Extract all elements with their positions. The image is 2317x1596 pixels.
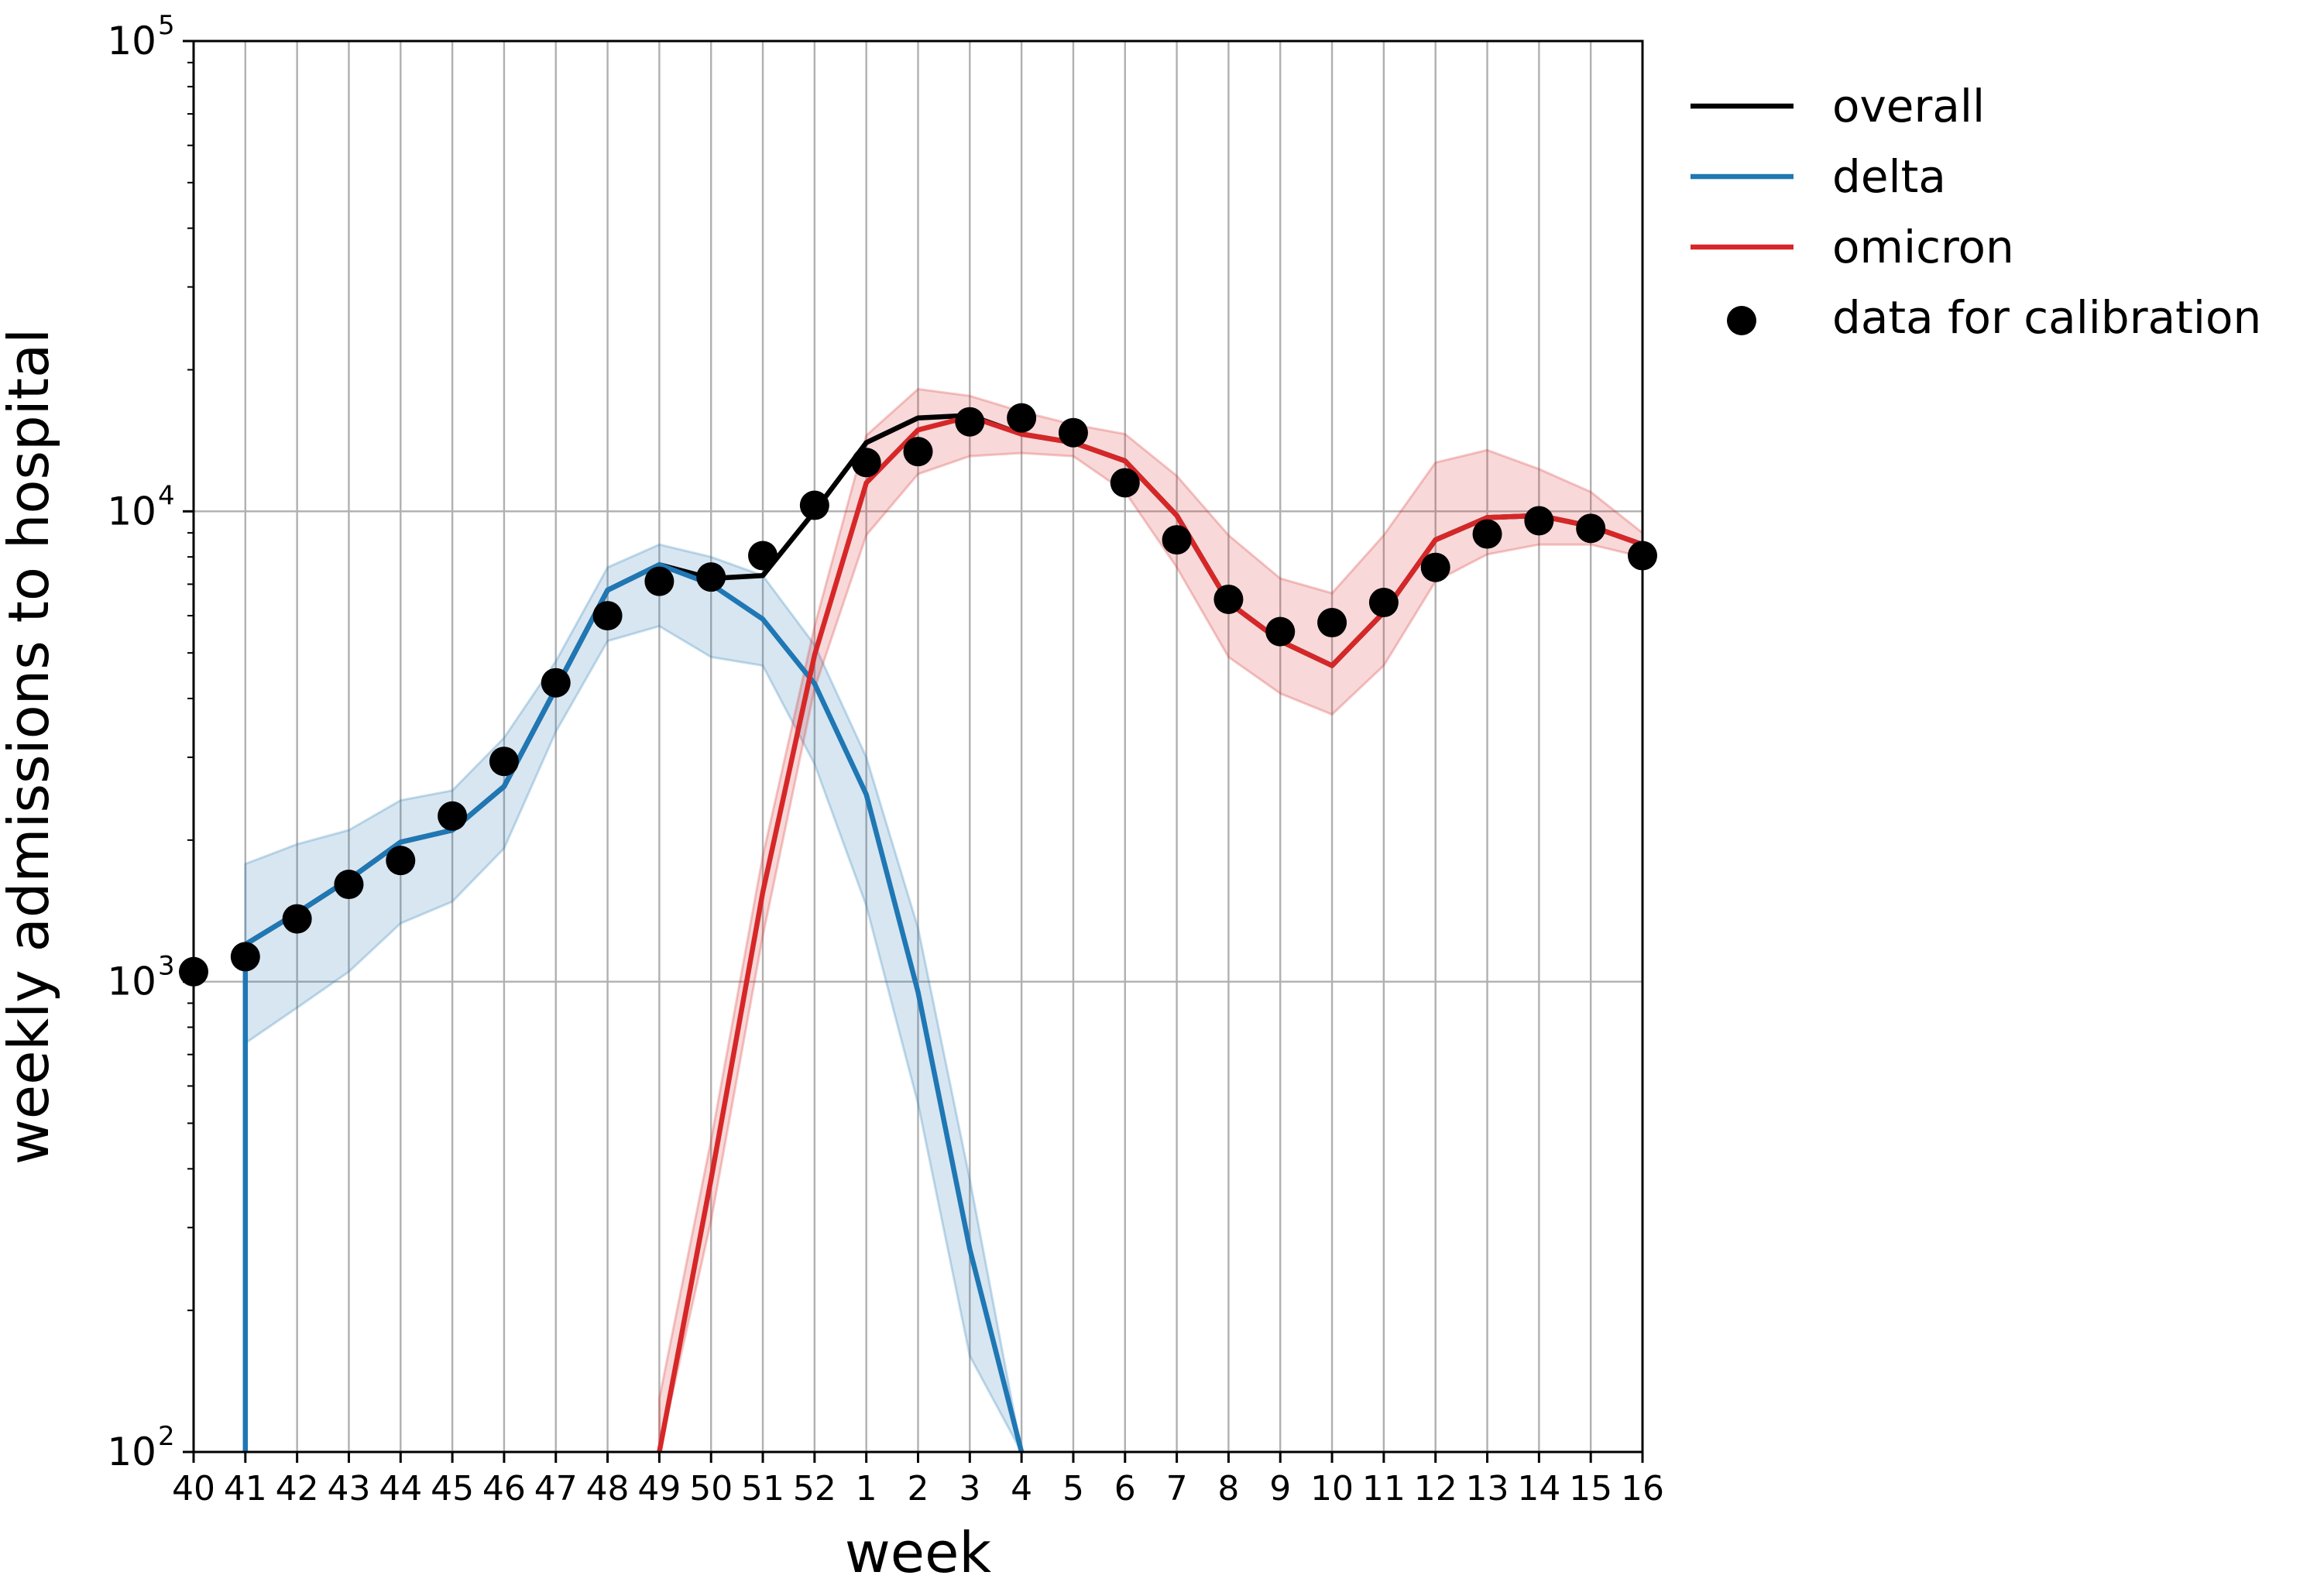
data-point [282, 904, 312, 934]
band-omicron [657, 387, 1644, 1453]
x-axis-title: week [845, 1520, 991, 1585]
legend-item: delta [1691, 150, 1946, 203]
data-point [1472, 519, 1502, 549]
x-tick-label: 41 [224, 1469, 267, 1508]
y-tick-exponent: 2 [158, 1421, 175, 1452]
x-tick-label: 45 [431, 1469, 474, 1508]
data-point [1420, 552, 1450, 582]
data-point [696, 562, 726, 592]
x-tick-label: 3 [959, 1469, 980, 1508]
data-point [541, 668, 571, 698]
grid-layer [192, 39, 1644, 1454]
x-tick-label: 51 [741, 1469, 784, 1508]
band-layer [244, 387, 1644, 1453]
x-tick-label: 7 [1166, 1469, 1188, 1508]
data-point [1368, 588, 1399, 618]
point-layer [179, 403, 1657, 987]
x-tick-label: 11 [1362, 1469, 1406, 1508]
y-tick-exponent: 4 [158, 480, 175, 511]
x-tick-label: 52 [793, 1469, 836, 1508]
series-line-delta [242, 562, 1025, 1452]
legend-label: omicron [1832, 221, 2014, 273]
x-tick-label: 16 [1621, 1469, 1664, 1508]
data-point [851, 448, 881, 478]
data-point [386, 846, 416, 876]
legend-label: overall [1832, 80, 1985, 132]
x-tick-label: 49 [637, 1469, 681, 1508]
legend-marker [1727, 306, 1756, 335]
line-layer [242, 413, 1642, 1452]
y-tick-label: 10 [107, 959, 156, 1004]
data-point [644, 566, 675, 596]
y-tick-label: 10 [107, 19, 156, 63]
y-axis-title: weekly admissions to hospital [0, 328, 61, 1165]
y-tick-label: 10 [107, 489, 156, 534]
legend-item: overall [1691, 80, 1985, 132]
x-tick-label: 10 [1310, 1469, 1354, 1508]
data-point [1110, 468, 1140, 498]
x-tick-label: 14 [1517, 1469, 1560, 1508]
data-point [1576, 513, 1606, 544]
legend-label: delta [1832, 150, 1946, 203]
x-tick-label: 2 [908, 1469, 929, 1508]
x-tick-label: 44 [379, 1469, 422, 1508]
x-tick-label: 5 [1062, 1469, 1084, 1508]
series-line-omicron [657, 414, 1642, 1452]
data-point [1524, 506, 1554, 536]
x-tick-label: 12 [1414, 1469, 1457, 1508]
legend-item: omicron [1691, 221, 2014, 273]
axes-layer: 40 41 42 43 44 45 46 47 48 49 50 51 52 1 2 3 4 5 6 7 8 9 10 11 1… [0, 10, 1664, 1585]
data-point [1058, 417, 1088, 448]
data-point [1265, 616, 1296, 647]
data-point [438, 801, 468, 831]
data-point [1162, 525, 1192, 555]
data-point [334, 870, 364, 900]
legend-label: data for calibration [1832, 291, 2261, 344]
data-point [592, 601, 623, 631]
x-tick-label: 8 [1217, 1469, 1239, 1508]
x-tick-label: 42 [276, 1469, 319, 1508]
data-point [1007, 403, 1037, 433]
data-point [1213, 584, 1244, 614]
band-delta [244, 543, 1023, 1453]
y-tick-exponent: 3 [158, 951, 175, 982]
data-point [799, 490, 829, 520]
x-tick-label: 48 [586, 1469, 630, 1508]
y-tick-exponent: 5 [158, 10, 175, 41]
x-tick-label: 9 [1269, 1469, 1291, 1508]
data-point [903, 437, 933, 467]
x-tick-label: 13 [1466, 1469, 1509, 1508]
x-tick-label: 46 [482, 1469, 526, 1508]
data-point [748, 541, 778, 571]
x-tick-label: 47 [534, 1469, 578, 1508]
x-tick-label: 1 [856, 1469, 877, 1508]
x-tick-label: 4 [1011, 1469, 1032, 1508]
x-tick-label: 15 [1569, 1469, 1612, 1508]
data-point [955, 407, 985, 437]
legend-item: data for calibration [1727, 291, 2261, 344]
legend: overall delta omicron data for calibration [1691, 80, 2261, 344]
x-tick-label: 43 [327, 1469, 370, 1508]
data-point [230, 942, 260, 972]
y-tick-label: 10 [107, 1430, 156, 1474]
x-tick-label: 40 [172, 1469, 215, 1508]
data-point [1317, 608, 1347, 638]
data-point [489, 747, 519, 777]
x-tick-label: 50 [689, 1469, 733, 1508]
x-tick-label: 6 [1114, 1469, 1136, 1508]
